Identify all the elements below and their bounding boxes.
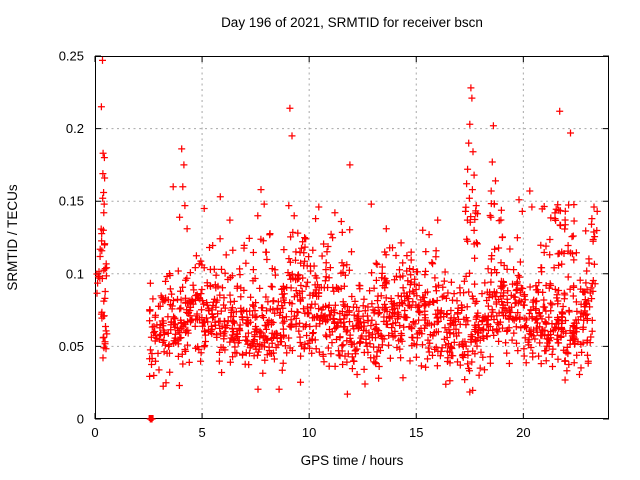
- gridline-path: [95, 56, 609, 419]
- y-tick-labels: 0 0.05 0.1 0.15 0.2 0.25: [59, 49, 84, 427]
- data-points-scatter: [93, 56, 601, 423]
- zero-value-cluster-marker: [148, 415, 154, 421]
- plot-border: [95, 56, 609, 419]
- x-tick-label-10: 10: [302, 425, 316, 440]
- x-tick-labels: 0 5 10 15 20: [91, 425, 530, 440]
- x-axis-label: GPS time / hours: [301, 453, 404, 468]
- x-tick-label-15: 15: [409, 425, 423, 440]
- x-tick-label-0: 0: [91, 425, 98, 440]
- y-tick-label-0: 0: [77, 412, 84, 427]
- y-axis-label: SRMTID / TECUs: [5, 184, 20, 291]
- y-tick-label-0.2: 0.2: [66, 121, 84, 136]
- tick-marks: [94, 55, 609, 420]
- y-tick-label-0.25: 0.25: [59, 49, 84, 64]
- gridlines: [95, 56, 609, 419]
- chart-title: Day 196 of 2021, SRMTID for receiver bsc…: [221, 15, 483, 30]
- y-tick-label-0.05: 0.05: [59, 339, 84, 354]
- x-tick-label-20: 20: [516, 425, 530, 440]
- y-tick-label-0.1: 0.1: [66, 266, 84, 281]
- x-tick-label-5: 5: [198, 425, 205, 440]
- y-tick-label-0.15: 0.15: [59, 194, 84, 209]
